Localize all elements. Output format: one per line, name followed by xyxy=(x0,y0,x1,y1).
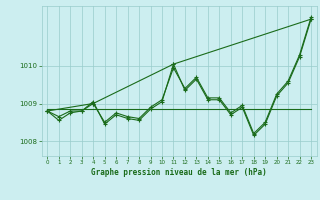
X-axis label: Graphe pression niveau de la mer (hPa): Graphe pression niveau de la mer (hPa) xyxy=(91,168,267,177)
